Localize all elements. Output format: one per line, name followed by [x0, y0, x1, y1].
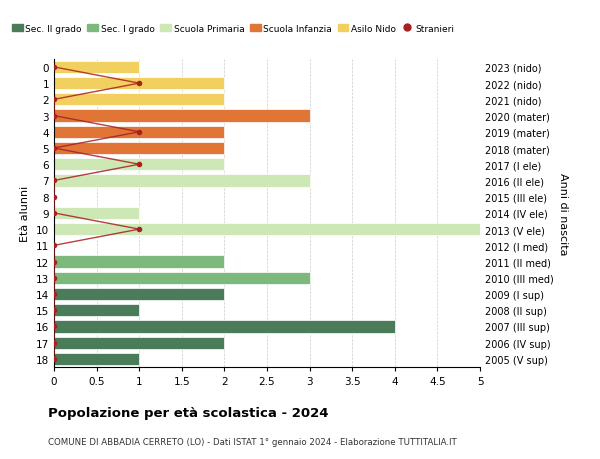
- Bar: [54, 78, 224, 90]
- Bar: [54, 256, 224, 268]
- Bar: [54, 353, 139, 365]
- Text: Popolazione per età scolastica - 2024: Popolazione per età scolastica - 2024: [48, 406, 329, 419]
- Bar: [54, 143, 224, 155]
- Y-axis label: Età alunni: Età alunni: [20, 185, 31, 241]
- Bar: [54, 304, 139, 317]
- Bar: [54, 337, 224, 349]
- Bar: [54, 175, 310, 187]
- Y-axis label: Anni di nascita: Anni di nascita: [557, 172, 568, 255]
- Bar: [54, 159, 224, 171]
- Bar: [54, 321, 395, 333]
- Bar: [54, 224, 480, 235]
- Bar: [54, 62, 139, 74]
- Bar: [54, 207, 139, 219]
- Bar: [54, 272, 310, 284]
- Bar: [54, 288, 224, 301]
- Legend: Sec. II grado, Sec. I grado, Scuola Primaria, Scuola Infanzia, Asilo Nido, Stran: Sec. II grado, Sec. I grado, Scuola Prim…: [8, 21, 458, 37]
- Bar: [54, 94, 224, 106]
- Bar: [54, 126, 224, 139]
- Bar: [54, 110, 310, 123]
- Text: COMUNE DI ABBADIA CERRETO (LO) - Dati ISTAT 1° gennaio 2024 - Elaborazione TUTTI: COMUNE DI ABBADIA CERRETO (LO) - Dati IS…: [48, 437, 457, 446]
